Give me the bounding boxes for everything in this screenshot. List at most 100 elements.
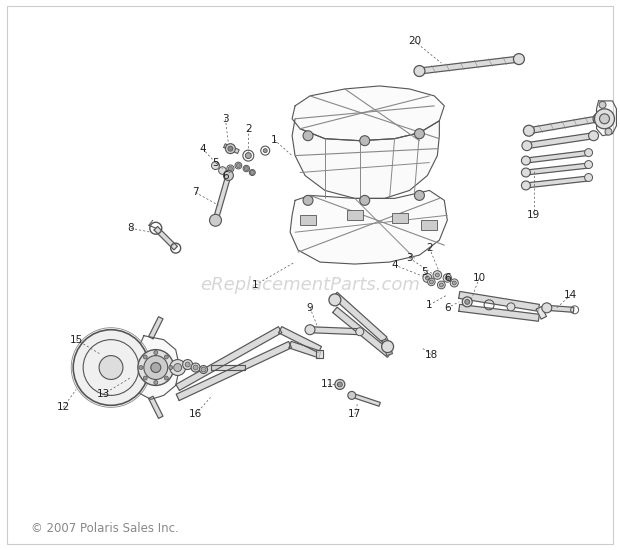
Text: 3: 3 — [406, 253, 413, 263]
Circle shape — [73, 329, 149, 405]
Text: © 2007 Polaris Sales Inc.: © 2007 Polaris Sales Inc. — [32, 522, 179, 535]
Text: 12: 12 — [56, 403, 70, 412]
Polygon shape — [224, 144, 239, 153]
Circle shape — [201, 367, 206, 372]
Circle shape — [356, 328, 364, 336]
Circle shape — [250, 170, 254, 174]
Circle shape — [303, 131, 313, 141]
Circle shape — [428, 278, 435, 285]
Circle shape — [585, 173, 593, 182]
Polygon shape — [149, 317, 163, 339]
Text: 5: 5 — [212, 157, 219, 168]
Polygon shape — [528, 116, 599, 134]
Circle shape — [542, 303, 552, 313]
Circle shape — [438, 281, 445, 289]
Circle shape — [219, 167, 226, 174]
Circle shape — [414, 65, 425, 76]
Circle shape — [249, 169, 255, 175]
Circle shape — [243, 166, 249, 172]
Circle shape — [452, 281, 456, 285]
Text: 15: 15 — [69, 334, 83, 345]
Circle shape — [382, 340, 394, 353]
Circle shape — [143, 376, 147, 380]
Polygon shape — [289, 342, 321, 358]
Polygon shape — [419, 56, 520, 74]
Circle shape — [450, 279, 458, 287]
Circle shape — [144, 356, 168, 380]
Text: 18: 18 — [425, 350, 438, 360]
Circle shape — [305, 324, 315, 335]
Text: 4: 4 — [199, 144, 206, 153]
Bar — [347, 210, 363, 221]
Circle shape — [605, 128, 612, 135]
Polygon shape — [213, 175, 231, 221]
Circle shape — [183, 360, 193, 370]
Circle shape — [335, 379, 345, 389]
Circle shape — [143, 355, 147, 359]
Text: 3: 3 — [222, 114, 229, 124]
Text: 1: 1 — [252, 280, 259, 290]
Circle shape — [425, 276, 430, 280]
Polygon shape — [349, 393, 380, 406]
Circle shape — [599, 101, 606, 108]
Circle shape — [414, 190, 425, 200]
Circle shape — [522, 141, 532, 151]
Text: 5: 5 — [421, 267, 428, 277]
Circle shape — [585, 148, 593, 157]
Polygon shape — [292, 86, 445, 141]
Circle shape — [585, 161, 593, 168]
Circle shape — [595, 109, 614, 129]
Circle shape — [211, 162, 219, 169]
Circle shape — [588, 131, 598, 141]
Circle shape — [185, 362, 190, 367]
Circle shape — [414, 129, 425, 139]
Circle shape — [191, 363, 200, 372]
Polygon shape — [526, 163, 589, 175]
Circle shape — [139, 366, 143, 370]
Polygon shape — [290, 190, 447, 264]
Text: 13: 13 — [97, 389, 110, 399]
Circle shape — [600, 114, 609, 124]
Circle shape — [430, 280, 433, 284]
Polygon shape — [149, 396, 163, 419]
Polygon shape — [292, 119, 440, 199]
Circle shape — [227, 165, 234, 172]
Polygon shape — [176, 342, 291, 400]
Circle shape — [235, 162, 242, 169]
Circle shape — [154, 381, 157, 384]
Circle shape — [445, 276, 450, 280]
Circle shape — [228, 146, 233, 151]
Circle shape — [226, 144, 236, 153]
Bar — [300, 215, 316, 226]
Text: 9: 9 — [307, 303, 313, 313]
Polygon shape — [526, 150, 591, 163]
Circle shape — [99, 356, 123, 380]
Polygon shape — [332, 292, 387, 342]
Circle shape — [360, 195, 370, 205]
Text: 6: 6 — [222, 170, 229, 180]
Text: 20: 20 — [408, 36, 421, 46]
Text: 7: 7 — [192, 188, 199, 197]
Polygon shape — [547, 305, 574, 312]
Bar — [392, 213, 407, 223]
Text: 2: 2 — [245, 124, 252, 134]
Polygon shape — [310, 327, 360, 335]
Circle shape — [433, 271, 441, 279]
Circle shape — [593, 113, 604, 124]
Circle shape — [174, 364, 182, 371]
Circle shape — [521, 181, 530, 190]
Polygon shape — [536, 306, 546, 319]
Text: 4: 4 — [391, 260, 398, 270]
Text: 16: 16 — [189, 409, 202, 419]
Text: 14: 14 — [564, 290, 577, 300]
Circle shape — [200, 366, 208, 373]
Circle shape — [303, 195, 313, 205]
Circle shape — [244, 167, 249, 170]
Circle shape — [360, 136, 370, 146]
Polygon shape — [459, 292, 539, 311]
Circle shape — [435, 273, 440, 277]
Text: 11: 11 — [321, 379, 335, 389]
Circle shape — [523, 125, 534, 136]
Polygon shape — [596, 101, 616, 136]
Polygon shape — [316, 350, 324, 358]
